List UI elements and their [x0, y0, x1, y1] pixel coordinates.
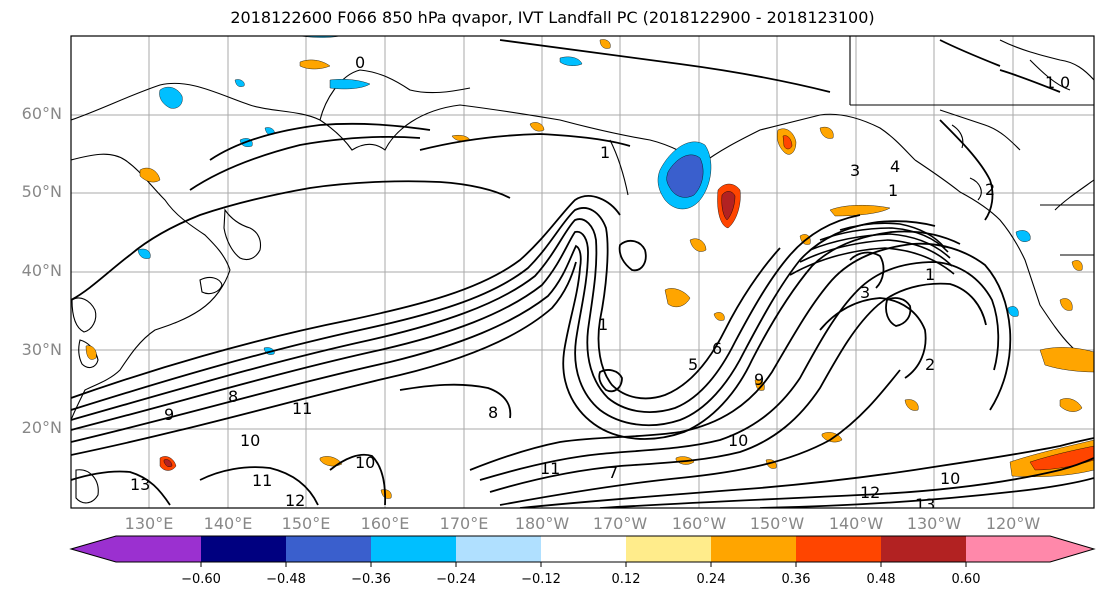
colorbar-bin — [201, 536, 286, 562]
map-plot-area: 0 1 1 1 1 2 2 3 3 4 5 6 7 8 8 9 9 10 10 … — [71, 36, 1094, 514]
contour-label: 5 — [688, 355, 698, 374]
colorbar-tick-label: −0.36 — [351, 572, 391, 587]
colorbar-bin — [796, 536, 881, 562]
contour-label: 12 — [860, 483, 880, 502]
colorbar-tick-label: −0.48 — [266, 572, 306, 587]
colorbar-tick-label: 0.60 — [951, 572, 981, 587]
colorbar-outline — [69, 535, 1096, 563]
lon-label-160e: 160°E — [360, 514, 410, 533]
contour-label: 1 — [600, 143, 610, 162]
lon-label-140e: 140°E — [203, 514, 253, 533]
colorbar-bin — [116, 536, 201, 562]
contour-label: 1 — [925, 265, 935, 284]
contour-label: 13 — [915, 495, 935, 514]
lon-label-130w: 130°W — [906, 514, 962, 533]
ivt-contour-bundle — [789, 222, 955, 276]
lon-label-130e: 130°E — [124, 514, 174, 533]
contour-label: 8 — [228, 387, 238, 406]
colorbar-extend-max — [1050, 536, 1094, 562]
ivt-contours — [71, 39, 1094, 508]
contour-label: 3 — [850, 161, 860, 180]
contour-label: 1 — [888, 181, 898, 200]
contour-label: 9 — [754, 370, 764, 389]
lon-label-170e: 170°E — [439, 514, 489, 533]
contour-value-labels: 0 1 1 1 1 2 2 3 3 4 5 6 7 8 8 9 9 10 10 … — [130, 53, 1070, 514]
lon-label-180w: 180°W — [514, 514, 570, 533]
contour-label: 10 — [728, 431, 748, 450]
contour-label: 1 — [598, 315, 608, 334]
contour-label: 10 — [240, 431, 260, 450]
colorbar-bin — [711, 536, 796, 562]
lon-label-170w: 170°W — [592, 514, 648, 533]
contour-label: 8 — [488, 403, 498, 422]
coastlines — [71, 36, 1094, 504]
contour-label: 10 — [355, 453, 375, 472]
contour-label: 13 — [130, 475, 150, 494]
contour-label: 7 — [608, 463, 618, 482]
colorbar-extend-min — [71, 536, 116, 562]
colorbar-tick-label: 0.12 — [611, 572, 641, 587]
contour-label: 3 — [860, 283, 870, 302]
contour-label: 10 — [940, 469, 960, 488]
colorbar-bin — [881, 536, 966, 562]
contour-label: 11 — [252, 471, 272, 490]
lon-label-120w: 120°W — [985, 514, 1041, 533]
contour-label: 2 — [925, 355, 935, 374]
lon-label-160w: 160°W — [671, 514, 727, 533]
colorbar-tick-label: −0.12 — [521, 572, 561, 587]
lon-label-140w: 140°W — [828, 514, 884, 533]
colorbar-bin — [456, 536, 541, 562]
lat-label-30n: 30°N — [21, 340, 62, 359]
contour-label: 2 — [985, 180, 995, 199]
colorbar-tick-label: −0.60 — [181, 572, 221, 587]
colorbar-bin — [966, 536, 1050, 562]
contour-label: 11 — [292, 399, 312, 418]
colorbar-bin — [371, 536, 456, 562]
lat-label-20n: 20°N — [21, 418, 62, 437]
contour-label: 0 — [355, 53, 365, 72]
plot-title: 2018122600 F066 850 hPa qvapor, IVT Land… — [230, 8, 875, 27]
colorbar-bin — [626, 536, 711, 562]
colorbar-tick-label: 0.48 — [866, 572, 896, 587]
contour-label: 12 — [285, 491, 305, 510]
graticule — [71, 36, 1094, 508]
contour-label: 4 — [890, 157, 900, 176]
contour-label: 9 — [164, 405, 174, 424]
colorbar-tick-label: 0.24 — [696, 572, 726, 587]
contour-label: 1 — [1045, 73, 1055, 92]
contour-label: 11 — [540, 459, 560, 478]
lat-label-50n: 50°N — [21, 182, 62, 201]
contour-label: 6 — [712, 339, 722, 358]
lon-label-150e: 150°E — [281, 514, 331, 533]
colorbar — [69, 535, 1096, 567]
lon-label-150w: 150°W — [749, 514, 805, 533]
lat-label-60n: 60°N — [21, 104, 62, 123]
colorbar-bin — [541, 536, 626, 562]
contour-label: 0 — [1060, 73, 1070, 92]
lat-label-40n: 40°N — [21, 261, 62, 280]
map-frame — [70, 35, 1095, 509]
colorbar-tick-label: −0.24 — [436, 572, 476, 587]
colorbar-tick-label: 0.36 — [781, 572, 811, 587]
colorbar-bin — [286, 536, 371, 562]
colorbar-ticks — [200, 562, 967, 567]
